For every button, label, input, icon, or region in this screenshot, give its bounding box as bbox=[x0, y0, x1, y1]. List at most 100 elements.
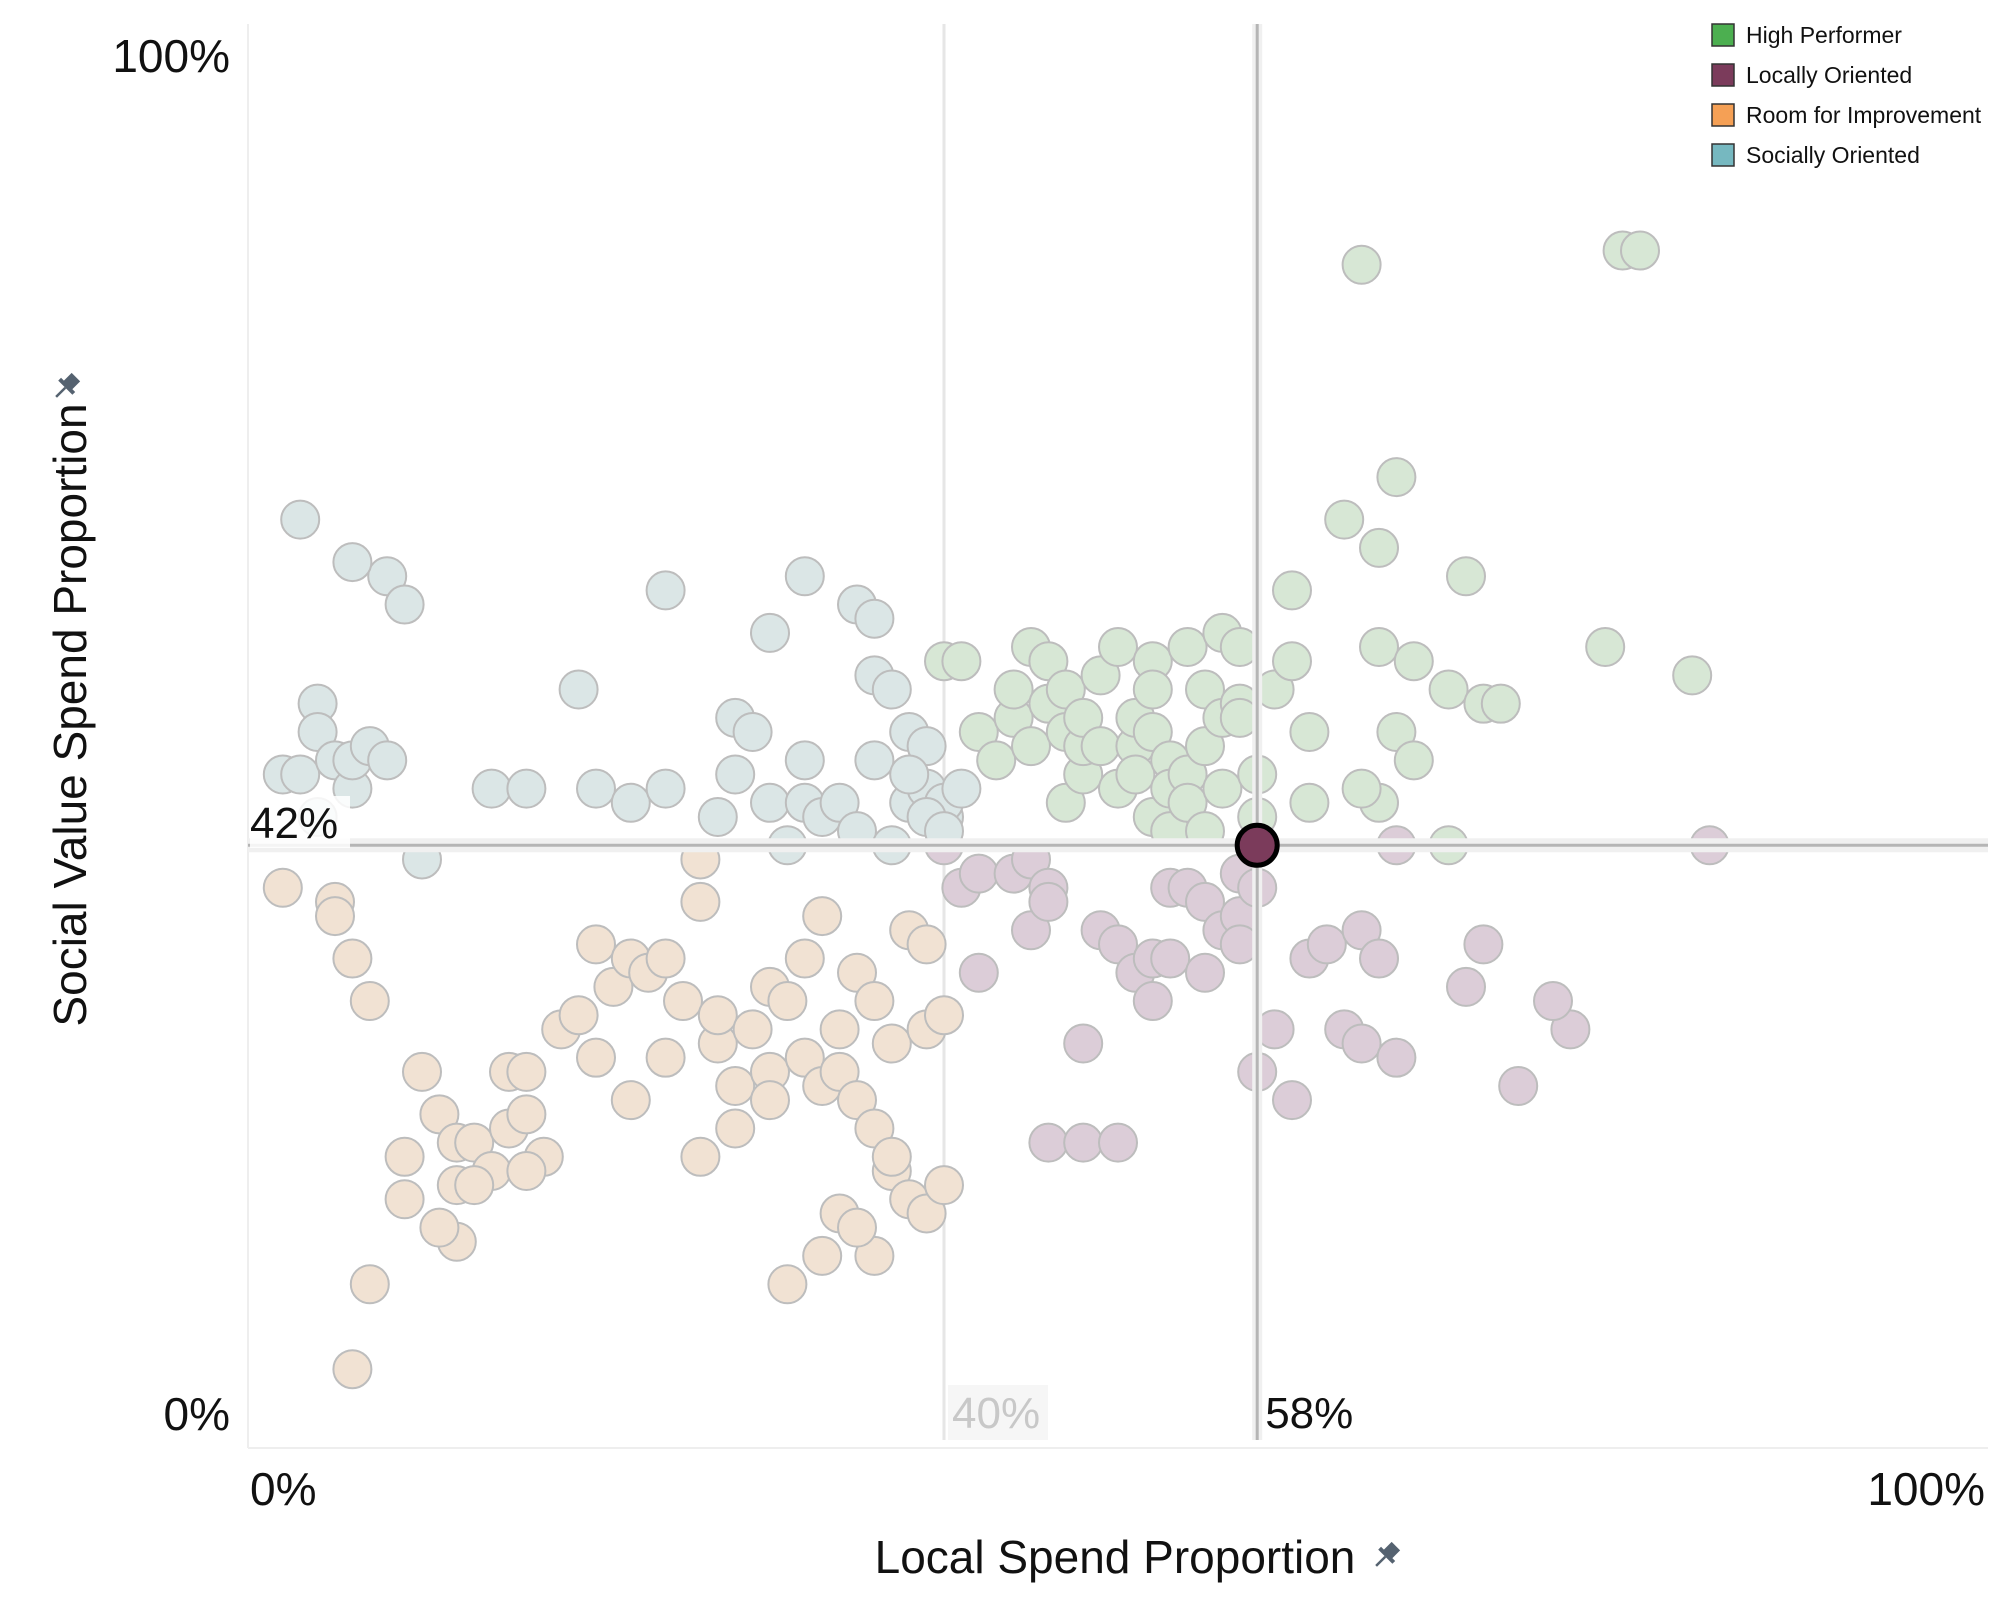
data-point-room-for-improvement bbox=[315, 896, 355, 937]
data-point-high-performer bbox=[1359, 627, 1399, 668]
data-point-high-performer bbox=[1428, 669, 1469, 710]
pin-collar bbox=[1378, 1546, 1396, 1564]
data-point-locally-oriented bbox=[1063, 1023, 1104, 1064]
data-point-high-performer bbox=[1672, 655, 1713, 696]
data-point-room-for-improvement bbox=[454, 1165, 495, 1206]
data-point-locally-oriented bbox=[1150, 938, 1191, 979]
data-point-high-performer bbox=[1393, 641, 1434, 682]
data-point-socially-oriented bbox=[715, 754, 756, 795]
plot-frame bbox=[247, 24, 1988, 1449]
data-point-room-for-improvement bbox=[332, 1349, 373, 1390]
data-point-socially-oriented bbox=[941, 768, 982, 809]
data-point-socially-oriented bbox=[280, 499, 321, 540]
data-point-socially-oriented bbox=[854, 740, 895, 781]
data-point-locally-oriented bbox=[958, 853, 999, 894]
data-point-room-for-improvement bbox=[924, 995, 964, 1036]
legend-swatch bbox=[1711, 103, 1735, 127]
data-point-room-for-improvement bbox=[680, 1136, 721, 1177]
data-point-locally-oriented bbox=[1132, 981, 1173, 1022]
legend-label: Room for Improvement bbox=[1746, 102, 1982, 128]
data-point-socially-oriented bbox=[280, 754, 321, 795]
data-point-room-for-improvement bbox=[837, 1207, 877, 1248]
legend-swatch bbox=[1711, 63, 1735, 87]
data-point-room-for-improvement bbox=[871, 1023, 912, 1064]
data-point-high-performer bbox=[1289, 712, 1330, 752]
data-point-room-for-improvement bbox=[332, 938, 373, 979]
data-point-high-performer bbox=[1585, 627, 1626, 668]
x-benchmark-label: 40% bbox=[952, 1389, 1040, 1438]
data-point-room-for-improvement bbox=[924, 1165, 964, 1206]
data-point-room-for-improvement bbox=[402, 1051, 442, 1092]
data-point-socially-oriented bbox=[871, 669, 912, 710]
data-point-locally-oriented bbox=[1359, 938, 1399, 979]
data-point-room-for-improvement bbox=[854, 981, 895, 1022]
data-point-room-for-improvement bbox=[732, 1009, 773, 1050]
axis-labels: 100% 0% 0% 100% 42% 40% 58% Local Spend Proport… bbox=[44, 30, 1985, 1583]
y-tick-min: 0% bbox=[164, 1388, 230, 1440]
data-point-high-performer bbox=[1376, 457, 1417, 498]
data-point-high-performer bbox=[1620, 230, 1660, 271]
data-point-room-for-improvement bbox=[576, 1037, 616, 1078]
data-point-high-performer bbox=[1132, 669, 1173, 710]
data-point-socially-oriented bbox=[784, 740, 825, 781]
data-point-socially-oriented bbox=[332, 542, 373, 583]
legend-label: High Performer bbox=[1746, 22, 1902, 48]
data-point-room-for-improvement bbox=[506, 1150, 547, 1191]
crosshair-lines bbox=[248, 24, 1988, 1440]
data-point-room-for-improvement bbox=[645, 1037, 686, 1078]
legend: High Performer Locally Oriented Room for I… bbox=[1711, 22, 1982, 168]
data-point-high-performer bbox=[1289, 782, 1330, 823]
data-point-room-for-improvement bbox=[349, 981, 390, 1022]
data-point-room-for-improvement bbox=[384, 1136, 425, 1177]
data-point-room-for-improvement bbox=[871, 1136, 912, 1177]
data-point-locally-oriented bbox=[1533, 981, 1573, 1022]
data-point-room-for-improvement bbox=[715, 1066, 756, 1106]
data-point-socially-oriented bbox=[506, 768, 547, 809]
pin-needle bbox=[55, 386, 67, 398]
data-point-high-performer bbox=[1446, 556, 1486, 597]
data-points bbox=[262, 230, 1730, 1390]
data-point-locally-oriented bbox=[1376, 1037, 1417, 1078]
data-point-socially-oriented bbox=[558, 669, 599, 710]
x-benchmark-label-bg bbox=[948, 1385, 1048, 1440]
data-point-room-for-improvement bbox=[767, 981, 808, 1022]
data-point-locally-oriented bbox=[1063, 1122, 1104, 1163]
data-point-high-performer bbox=[1272, 570, 1312, 611]
data-point-room-for-improvement bbox=[349, 1264, 390, 1305]
data-point-socially-oriented bbox=[367, 740, 408, 781]
data-point-high-performer bbox=[1098, 627, 1138, 668]
data-point-high-performer bbox=[976, 740, 1017, 781]
data-point-socially-oriented bbox=[889, 754, 930, 795]
y-selected-label: 42% bbox=[250, 799, 338, 848]
data-point-socially-oriented bbox=[645, 768, 686, 809]
data-point-room-for-improvement bbox=[663, 981, 703, 1022]
data-point-room-for-improvement bbox=[384, 1179, 425, 1220]
data-point-high-performer bbox=[1359, 527, 1399, 568]
data-point-high-performer bbox=[941, 641, 982, 682]
data-point-high-performer bbox=[1324, 499, 1365, 540]
x-tick-min: 0% bbox=[250, 1463, 316, 1515]
data-point-socially-oriented bbox=[576, 768, 616, 809]
y-tick-max: 100% bbox=[112, 30, 230, 82]
pin-collar bbox=[58, 377, 76, 395]
pin-needle bbox=[1375, 1555, 1387, 1567]
data-point-high-performer bbox=[1202, 768, 1243, 809]
x-selected-label: 58% bbox=[1265, 1389, 1353, 1438]
data-point-socially-oriented bbox=[645, 570, 686, 611]
data-point-room-for-improvement bbox=[767, 1264, 808, 1305]
data-point-room-for-improvement bbox=[697, 995, 738, 1036]
data-point-locally-oriented bbox=[958, 952, 999, 993]
data-point-socially-oriented bbox=[854, 598, 895, 639]
data-point-room-for-improvement bbox=[802, 1235, 843, 1276]
data-point-high-performer bbox=[1080, 726, 1121, 767]
data-point-locally-oriented bbox=[1498, 1066, 1539, 1106]
data-point-room-for-improvement bbox=[558, 995, 599, 1036]
data-point-locally-oriented bbox=[1341, 1023, 1382, 1064]
data-point-room-for-improvement bbox=[610, 1080, 651, 1121]
data-point-high-performer bbox=[1480, 683, 1521, 724]
data-point-room-for-improvement bbox=[802, 896, 843, 937]
x-axis-title: Local Spend Proportion bbox=[875, 1531, 1356, 1583]
data-point-high-performer bbox=[1341, 768, 1382, 809]
data-point-room-for-improvement bbox=[506, 1051, 547, 1092]
